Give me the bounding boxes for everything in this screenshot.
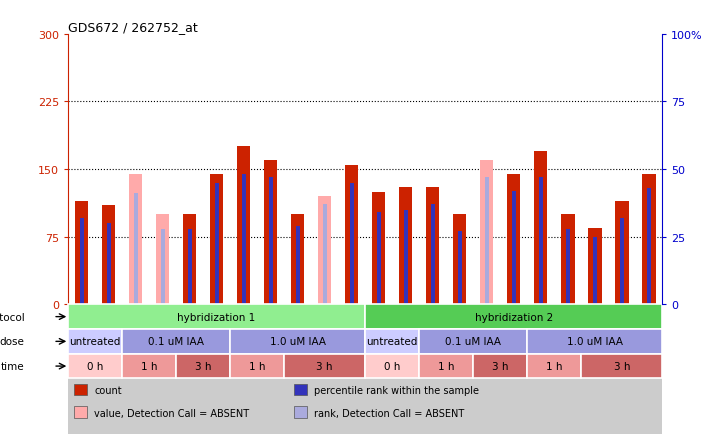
FancyBboxPatch shape: [74, 384, 87, 395]
Text: 3 h: 3 h: [195, 361, 211, 371]
Bar: [426, 187, 440, 305]
Bar: [241, 175, 246, 305]
Text: 1.0 uM IAA: 1.0 uM IAA: [270, 337, 326, 347]
Bar: [593, 237, 597, 305]
Bar: [404, 210, 407, 305]
Text: time: time: [1, 361, 24, 371]
Bar: [264, 161, 277, 305]
Bar: [79, 218, 84, 305]
Text: untreated: untreated: [69, 337, 121, 347]
Bar: [615, 201, 629, 305]
Bar: [534, 151, 548, 305]
Bar: [588, 228, 601, 305]
Bar: [581, 354, 662, 378]
Text: 0 h: 0 h: [87, 361, 103, 371]
Bar: [68, 354, 122, 378]
Text: 0.1 uM IAA: 0.1 uM IAA: [445, 337, 501, 347]
Bar: [480, 161, 493, 305]
Bar: [642, 174, 656, 305]
Bar: [419, 354, 473, 378]
Text: 1 h: 1 h: [438, 361, 455, 371]
Bar: [453, 215, 466, 305]
Text: 1.0 uM IAA: 1.0 uM IAA: [567, 337, 623, 347]
Bar: [419, 329, 527, 354]
Text: 3 h: 3 h: [316, 361, 333, 371]
Bar: [647, 188, 651, 305]
Text: 1 h: 1 h: [249, 361, 266, 371]
Bar: [122, 354, 176, 378]
FancyBboxPatch shape: [294, 407, 307, 418]
Text: GDS672 / 262752_at: GDS672 / 262752_at: [68, 20, 198, 33]
Bar: [133, 194, 137, 305]
Bar: [485, 178, 489, 305]
Bar: [458, 232, 462, 305]
Bar: [512, 191, 516, 305]
Bar: [620, 218, 624, 305]
Text: protocol: protocol: [0, 312, 24, 322]
Bar: [268, 178, 273, 305]
Bar: [430, 205, 435, 305]
Bar: [176, 354, 230, 378]
Bar: [377, 213, 381, 305]
Bar: [349, 183, 354, 305]
Bar: [215, 183, 218, 305]
Text: 1 h: 1 h: [546, 361, 563, 371]
Bar: [527, 354, 581, 378]
Bar: [102, 206, 115, 305]
Bar: [122, 329, 230, 354]
Bar: [68, 305, 365, 329]
Bar: [230, 354, 284, 378]
Bar: [296, 226, 300, 305]
Bar: [473, 354, 527, 378]
Text: hybridization 2: hybridization 2: [475, 312, 553, 322]
Bar: [160, 229, 165, 305]
FancyBboxPatch shape: [74, 407, 87, 418]
Bar: [561, 215, 574, 305]
Bar: [399, 187, 412, 305]
Bar: [291, 215, 304, 305]
Text: 0 h: 0 h: [384, 361, 400, 371]
Text: untreated: untreated: [367, 337, 418, 347]
Bar: [538, 178, 543, 305]
Bar: [323, 205, 326, 305]
Bar: [527, 329, 662, 354]
Bar: [230, 329, 365, 354]
Bar: [365, 354, 419, 378]
Text: dose: dose: [0, 337, 24, 347]
Bar: [318, 197, 332, 305]
Bar: [284, 354, 365, 378]
Text: percentile rank within the sample: percentile rank within the sample: [314, 385, 479, 395]
Bar: [156, 215, 169, 305]
Bar: [129, 174, 142, 305]
Text: rank, Detection Call = ABSENT: rank, Detection Call = ABSENT: [314, 408, 464, 418]
Text: count: count: [95, 385, 122, 395]
Bar: [237, 147, 251, 305]
FancyBboxPatch shape: [294, 384, 307, 395]
Text: hybridization 1: hybridization 1: [178, 312, 256, 322]
Text: 3 h: 3 h: [614, 361, 630, 371]
Bar: [507, 174, 521, 305]
Bar: [68, 329, 122, 354]
Bar: [68, 305, 662, 434]
Bar: [345, 165, 359, 305]
Bar: [183, 215, 196, 305]
Bar: [107, 224, 110, 305]
Text: 1 h: 1 h: [141, 361, 158, 371]
Bar: [566, 229, 570, 305]
Bar: [365, 329, 419, 354]
Bar: [372, 192, 385, 305]
Bar: [74, 201, 88, 305]
Bar: [188, 229, 192, 305]
Bar: [210, 174, 223, 305]
Text: 0.1 uM IAA: 0.1 uM IAA: [148, 337, 204, 347]
Text: value, Detection Call = ABSENT: value, Detection Call = ABSENT: [95, 408, 249, 418]
Bar: [365, 305, 662, 329]
Text: 3 h: 3 h: [492, 361, 508, 371]
